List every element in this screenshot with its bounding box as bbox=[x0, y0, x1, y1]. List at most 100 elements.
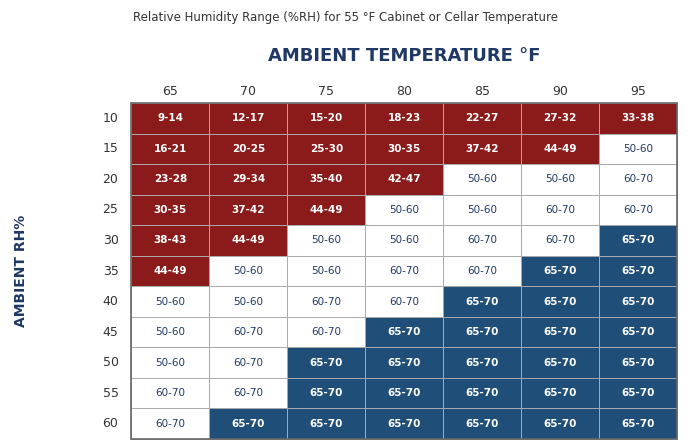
Text: 50: 50 bbox=[102, 356, 119, 369]
FancyBboxPatch shape bbox=[366, 225, 443, 256]
FancyBboxPatch shape bbox=[287, 103, 366, 134]
FancyBboxPatch shape bbox=[209, 409, 287, 439]
FancyBboxPatch shape bbox=[131, 347, 209, 378]
Text: 60-70: 60-70 bbox=[234, 388, 263, 398]
FancyBboxPatch shape bbox=[521, 409, 599, 439]
Text: 15-20: 15-20 bbox=[310, 113, 343, 123]
Text: 15: 15 bbox=[103, 142, 118, 155]
FancyBboxPatch shape bbox=[131, 256, 209, 286]
Text: 42-47: 42-47 bbox=[388, 174, 421, 185]
FancyBboxPatch shape bbox=[287, 225, 366, 256]
FancyBboxPatch shape bbox=[287, 195, 366, 225]
Text: 50-60: 50-60 bbox=[311, 266, 341, 276]
Text: 16-21: 16-21 bbox=[153, 144, 187, 154]
Text: 60-70: 60-70 bbox=[545, 236, 575, 246]
FancyBboxPatch shape bbox=[443, 409, 521, 439]
Text: 65-70: 65-70 bbox=[544, 419, 577, 429]
Text: 65-70: 65-70 bbox=[621, 419, 655, 429]
Text: 30-35: 30-35 bbox=[153, 205, 187, 215]
Text: 60-70: 60-70 bbox=[623, 205, 653, 215]
Text: 27-32: 27-32 bbox=[544, 113, 577, 123]
FancyBboxPatch shape bbox=[443, 103, 521, 134]
FancyBboxPatch shape bbox=[366, 256, 443, 286]
Text: 60-70: 60-70 bbox=[389, 297, 419, 306]
Text: AMBIENT RH%: AMBIENT RH% bbox=[14, 215, 28, 327]
Text: 50-60: 50-60 bbox=[155, 327, 185, 337]
Text: 50-60: 50-60 bbox=[155, 297, 185, 306]
FancyBboxPatch shape bbox=[443, 164, 521, 195]
FancyBboxPatch shape bbox=[521, 347, 599, 378]
Text: 65-70: 65-70 bbox=[388, 327, 421, 337]
FancyBboxPatch shape bbox=[287, 134, 366, 164]
FancyBboxPatch shape bbox=[131, 195, 209, 225]
FancyBboxPatch shape bbox=[443, 378, 521, 409]
Text: 65-70: 65-70 bbox=[388, 419, 421, 429]
FancyBboxPatch shape bbox=[366, 378, 443, 409]
FancyBboxPatch shape bbox=[521, 256, 599, 286]
FancyBboxPatch shape bbox=[521, 195, 599, 225]
Text: 65-70: 65-70 bbox=[621, 297, 655, 306]
Text: 18-23: 18-23 bbox=[388, 113, 421, 123]
Text: 60-70: 60-70 bbox=[467, 266, 498, 276]
Text: 44-49: 44-49 bbox=[153, 266, 187, 276]
FancyBboxPatch shape bbox=[287, 286, 366, 317]
Text: 60-70: 60-70 bbox=[155, 388, 185, 398]
Text: 60-70: 60-70 bbox=[311, 327, 341, 337]
Text: 65-70: 65-70 bbox=[621, 327, 655, 337]
Text: 80: 80 bbox=[396, 85, 413, 99]
Text: 65-70: 65-70 bbox=[231, 419, 265, 429]
Text: 12-17: 12-17 bbox=[231, 113, 265, 123]
FancyBboxPatch shape bbox=[209, 164, 287, 195]
Text: AMBIENT TEMPERATURE °F: AMBIENT TEMPERATURE °F bbox=[268, 47, 540, 65]
FancyBboxPatch shape bbox=[209, 195, 287, 225]
FancyBboxPatch shape bbox=[521, 164, 599, 195]
Text: 50-60: 50-60 bbox=[311, 236, 341, 246]
Text: 65-70: 65-70 bbox=[544, 388, 577, 398]
Text: 60-70: 60-70 bbox=[234, 327, 263, 337]
FancyBboxPatch shape bbox=[443, 347, 521, 378]
FancyBboxPatch shape bbox=[599, 317, 677, 347]
FancyBboxPatch shape bbox=[443, 286, 521, 317]
FancyBboxPatch shape bbox=[443, 256, 521, 286]
FancyBboxPatch shape bbox=[131, 286, 209, 317]
Text: 65-70: 65-70 bbox=[544, 297, 577, 306]
FancyBboxPatch shape bbox=[521, 103, 599, 134]
FancyBboxPatch shape bbox=[599, 225, 677, 256]
FancyBboxPatch shape bbox=[366, 103, 443, 134]
Text: 65-70: 65-70 bbox=[388, 358, 421, 368]
Text: 45: 45 bbox=[103, 326, 118, 339]
Text: 60-70: 60-70 bbox=[389, 266, 419, 276]
Text: 33-38: 33-38 bbox=[622, 113, 655, 123]
FancyBboxPatch shape bbox=[521, 317, 599, 347]
FancyBboxPatch shape bbox=[287, 164, 366, 195]
FancyBboxPatch shape bbox=[131, 164, 209, 195]
FancyBboxPatch shape bbox=[443, 134, 521, 164]
Text: 22-27: 22-27 bbox=[466, 113, 499, 123]
Text: 35-40: 35-40 bbox=[310, 174, 343, 185]
Text: 75: 75 bbox=[319, 85, 334, 99]
FancyBboxPatch shape bbox=[366, 195, 443, 225]
Text: 65-70: 65-70 bbox=[621, 388, 655, 398]
FancyBboxPatch shape bbox=[131, 317, 209, 347]
Text: 55: 55 bbox=[102, 387, 119, 400]
FancyBboxPatch shape bbox=[209, 225, 287, 256]
Text: 65-70: 65-70 bbox=[466, 327, 499, 337]
Text: 65-70: 65-70 bbox=[466, 419, 499, 429]
FancyBboxPatch shape bbox=[599, 286, 677, 317]
Text: 90: 90 bbox=[552, 85, 568, 99]
FancyBboxPatch shape bbox=[209, 286, 287, 317]
FancyBboxPatch shape bbox=[131, 103, 209, 134]
Text: 44-49: 44-49 bbox=[310, 205, 343, 215]
FancyBboxPatch shape bbox=[599, 378, 677, 409]
Text: Relative Humidity Range (%RH) for 55 °F Cabinet or Cellar Temperature: Relative Humidity Range (%RH) for 55 °F … bbox=[133, 11, 558, 24]
Text: 70: 70 bbox=[240, 85, 256, 99]
FancyBboxPatch shape bbox=[599, 409, 677, 439]
FancyBboxPatch shape bbox=[287, 256, 366, 286]
Text: 65-70: 65-70 bbox=[310, 388, 343, 398]
Text: 38-43: 38-43 bbox=[153, 236, 187, 246]
Text: 44-49: 44-49 bbox=[231, 236, 265, 246]
FancyBboxPatch shape bbox=[209, 317, 287, 347]
FancyBboxPatch shape bbox=[209, 378, 287, 409]
Text: 65-70: 65-70 bbox=[621, 358, 655, 368]
Text: 60: 60 bbox=[103, 417, 118, 430]
